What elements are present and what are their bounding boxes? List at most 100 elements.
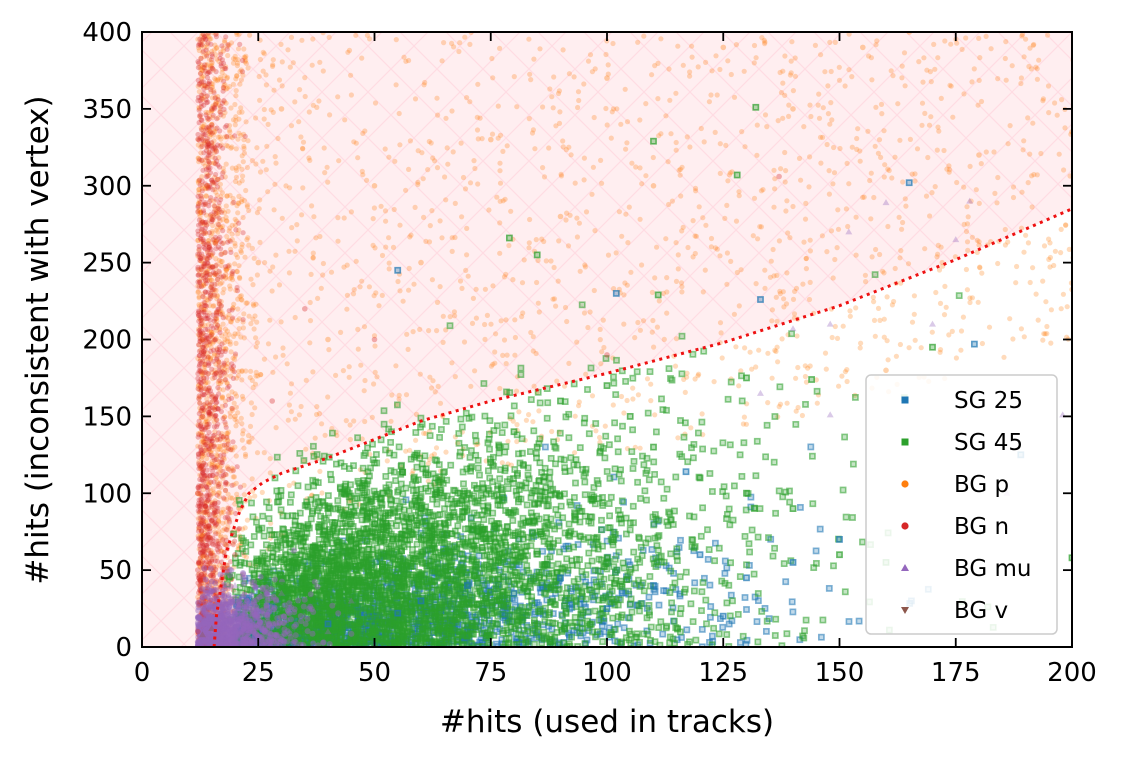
- bg-p-point: [690, 254, 696, 260]
- bg-p-point: [229, 389, 235, 395]
- bg-p-point: [869, 77, 875, 83]
- bg-p-point: [1078, 175, 1083, 180]
- bg-p-point: [513, 388, 520, 394]
- bg-p-point: [853, 214, 859, 220]
- bg-p-point: [205, 124, 212, 131]
- bg-p-point: [794, 333, 800, 339]
- bg-p-point: [869, 254, 875, 260]
- bg-p-point: [287, 390, 293, 396]
- bg-n-point: [207, 388, 214, 394]
- bg-n-point: [214, 471, 220, 477]
- bg-p-point: [800, 281, 806, 287]
- bg-p-point: [404, 331, 410, 337]
- bg-p-point: [346, 374, 352, 380]
- bg-p-point: [519, 314, 525, 320]
- bg-p-point: [788, 70, 794, 76]
- bg-p-point: [311, 214, 317, 220]
- bg-p-point: [370, 242, 376, 248]
- bg-p-point: [407, 138, 413, 144]
- bg-p-point: [792, 73, 799, 79]
- bg-p-point: [652, 63, 658, 69]
- bg-p-point: [437, 218, 443, 224]
- bg-p-point: [1023, 36, 1029, 42]
- bg-p-point: [488, 321, 494, 327]
- bg-p-point: [767, 274, 774, 280]
- bg-n-point: [204, 492, 210, 498]
- bg-p-point: [911, 293, 918, 299]
- bg-p-point: [637, 117, 643, 123]
- bg-n-point: [214, 184, 221, 190]
- bg-p-point: [286, 270, 292, 276]
- bg-p-point: [724, 281, 730, 287]
- bg-p-point: [874, 38, 880, 44]
- bg-n-point: [213, 234, 219, 240]
- bg-p-point: [762, 267, 768, 273]
- bg-p-point: [654, 324, 661, 330]
- bg-p-point: [464, 95, 470, 101]
- bg-p-point: [868, 170, 874, 176]
- bg-p-point: [195, 516, 201, 522]
- bg-p-point: [412, 96, 419, 102]
- sg25-point: [706, 581, 714, 589]
- sg25-point: [645, 593, 653, 601]
- bg-p-point: [280, 352, 286, 358]
- bg-p-point: [536, 408, 542, 414]
- bg-n-point: [220, 315, 226, 321]
- bg-p-point: [932, 66, 938, 72]
- bg-p-point: [397, 288, 403, 294]
- bg-p-point: [273, 425, 279, 431]
- bg-p-point: [406, 287, 412, 293]
- bg-p-point: [553, 303, 559, 309]
- bg-p-point: [210, 486, 216, 492]
- bg-p-point: [1003, 39, 1009, 45]
- bg-n-point: [208, 124, 214, 130]
- bg-n-point: [216, 301, 223, 307]
- bg-p-point: [361, 324, 368, 330]
- bg-n-point: [199, 321, 205, 327]
- bg-p-point: [212, 570, 219, 576]
- bg-p-point: [576, 403, 582, 409]
- bg-p-point: [574, 339, 580, 345]
- bg-n-point: [217, 453, 223, 459]
- bg-p-point: [961, 91, 967, 97]
- bg-p-point: [782, 53, 788, 59]
- bg-p-point: [986, 324, 993, 330]
- bg-p-point: [872, 333, 878, 339]
- bg-n-point: [210, 179, 216, 185]
- bg-p-point: [610, 106, 617, 112]
- bg-p-point: [205, 141, 211, 147]
- bg-n-point: [204, 536, 210, 542]
- bg-p-point: [928, 79, 934, 85]
- bg-p-point: [237, 81, 243, 87]
- bg-p-point: [592, 66, 598, 72]
- bg-p-point: [229, 465, 235, 471]
- bg-n-point: [204, 421, 210, 428]
- bg-p-point: [357, 284, 363, 290]
- bg-p-point: [728, 258, 734, 264]
- bg-n-point: [204, 136, 210, 142]
- bg-n-point: [200, 517, 206, 524]
- bg-p-point: [979, 340, 986, 347]
- bg-p-point: [995, 260, 1001, 267]
- bg-p-point: [832, 256, 838, 263]
- bg-p-point: [688, 425, 694, 431]
- bg-p-point: [795, 364, 801, 371]
- bg-p-point: [1018, 326, 1024, 332]
- bg-p-point: [632, 335, 638, 341]
- bg-p-point: [778, 166, 784, 172]
- bg-n-point: [196, 137, 202, 143]
- bg-p-point: [1058, 250, 1064, 256]
- bg-p-point: [1078, 155, 1083, 160]
- bg-p-point: [211, 396, 217, 403]
- bg-p-point: [1048, 307, 1054, 313]
- bg-p-point: [452, 374, 458, 380]
- bg-p-point: [693, 233, 700, 239]
- bg-p-point: [550, 105, 556, 111]
- bg-p-point: [680, 62, 686, 68]
- bg-p-point: [805, 365, 811, 371]
- bg-p-point: [806, 184, 812, 190]
- bg-p-point: [475, 81, 481, 87]
- bg-p-point: [393, 363, 399, 369]
- bg-p-point: [200, 439, 206, 445]
- bg-p-point: [733, 344, 739, 350]
